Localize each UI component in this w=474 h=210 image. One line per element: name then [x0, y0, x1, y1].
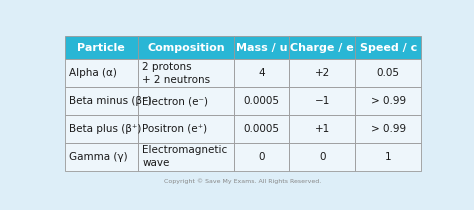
- Polygon shape: [65, 115, 138, 143]
- Text: Gamma (γ): Gamma (γ): [69, 152, 128, 162]
- Polygon shape: [355, 36, 421, 59]
- Polygon shape: [65, 143, 138, 171]
- Polygon shape: [65, 36, 138, 59]
- Text: Beta minus (β⁻): Beta minus (β⁻): [69, 96, 152, 106]
- Text: Particle: Particle: [77, 42, 125, 52]
- Text: −1: −1: [315, 96, 330, 106]
- Polygon shape: [138, 115, 234, 143]
- Polygon shape: [138, 59, 234, 87]
- Text: 2 protons
+ 2 neutrons: 2 protons + 2 neutrons: [142, 62, 210, 85]
- Polygon shape: [234, 36, 289, 59]
- Polygon shape: [234, 115, 289, 143]
- Text: Positron (e⁺): Positron (e⁺): [142, 124, 207, 134]
- Text: +2: +2: [315, 68, 330, 78]
- Text: +1: +1: [315, 124, 330, 134]
- Text: 0: 0: [258, 152, 265, 162]
- Polygon shape: [289, 59, 355, 87]
- Polygon shape: [138, 87, 234, 115]
- Polygon shape: [355, 59, 421, 87]
- Text: 1: 1: [385, 152, 392, 162]
- Text: Electron (e⁻): Electron (e⁻): [142, 96, 208, 106]
- Polygon shape: [289, 115, 355, 143]
- Text: > 0.99: > 0.99: [371, 124, 406, 134]
- Text: 0.0005: 0.0005: [244, 96, 280, 106]
- Text: Mass / u: Mass / u: [236, 42, 287, 52]
- Text: 0.0005: 0.0005: [244, 124, 280, 134]
- Text: > 0.99: > 0.99: [371, 96, 406, 106]
- Polygon shape: [289, 87, 355, 115]
- Polygon shape: [289, 143, 355, 171]
- Polygon shape: [234, 143, 289, 171]
- Polygon shape: [355, 87, 421, 115]
- Polygon shape: [138, 143, 234, 171]
- Text: 0.05: 0.05: [377, 68, 400, 78]
- Polygon shape: [138, 36, 234, 59]
- Polygon shape: [355, 143, 421, 171]
- Text: Alpha (α): Alpha (α): [69, 68, 117, 78]
- Text: 0: 0: [319, 152, 326, 162]
- Polygon shape: [234, 87, 289, 115]
- Polygon shape: [234, 59, 289, 87]
- Polygon shape: [355, 115, 421, 143]
- Text: Copyright © Save My Exams. All Rights Reserved.: Copyright © Save My Exams. All Rights Re…: [164, 178, 321, 184]
- Text: Charge / e: Charge / e: [291, 42, 354, 52]
- Text: 4: 4: [258, 68, 265, 78]
- Text: Electromagnetic
wave: Electromagnetic wave: [142, 145, 228, 168]
- Polygon shape: [65, 59, 138, 87]
- Text: Beta plus (β⁺): Beta plus (β⁺): [69, 124, 142, 134]
- Text: Speed / c: Speed / c: [359, 42, 417, 52]
- Text: Composition: Composition: [147, 42, 225, 52]
- Polygon shape: [289, 36, 355, 59]
- Polygon shape: [65, 87, 138, 115]
